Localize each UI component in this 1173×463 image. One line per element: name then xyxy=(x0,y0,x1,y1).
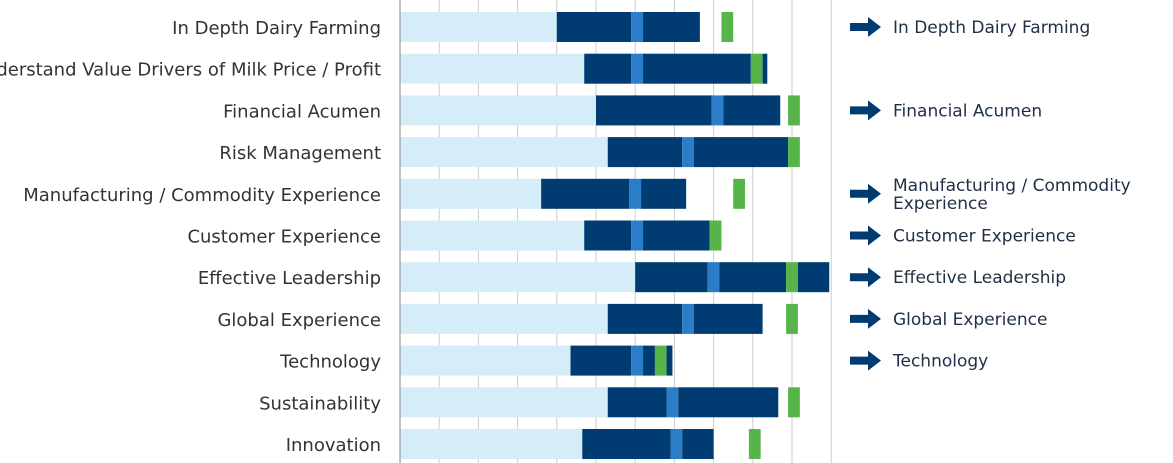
bar-segment-blue xyxy=(631,345,644,376)
bar-segment-dark xyxy=(643,220,710,251)
legend-arrow-icon xyxy=(850,308,881,329)
bar-segment-dark xyxy=(682,429,714,459)
bar-segment-dark xyxy=(643,53,751,84)
category-label: In Depth Dairy Farming xyxy=(172,18,381,39)
category-label: Risk Management xyxy=(219,143,381,164)
legend-label: Customer Experience xyxy=(893,227,1076,247)
legend-label: Technology xyxy=(892,352,988,372)
bar-segment-blue xyxy=(666,387,679,418)
category-label: Sustainability xyxy=(259,393,381,414)
bar-segment-light xyxy=(400,345,571,376)
category-label: Effective Leadership xyxy=(198,268,381,289)
legend-arrow-icon xyxy=(850,17,881,37)
bar-segment-dark xyxy=(694,303,763,334)
bar-segment-blue xyxy=(631,53,644,84)
bar-segment-light xyxy=(400,95,596,126)
bar-marker-green xyxy=(788,95,800,126)
bar-segment-dark xyxy=(570,345,632,376)
bar-segment-dark xyxy=(607,303,683,334)
legend-arrow-icon xyxy=(850,267,881,288)
bar-segment-blue xyxy=(682,303,694,334)
bar-segment-dark xyxy=(607,137,683,168)
bar-marker-green xyxy=(750,53,763,84)
legend-arrow-icon xyxy=(850,350,881,371)
bar-segment-light xyxy=(400,137,608,168)
bar-segment-blue xyxy=(670,429,683,459)
category-label: Financial Acumen xyxy=(223,101,381,122)
legend-label: Experience xyxy=(893,194,988,214)
bar-segment-blue xyxy=(711,95,724,126)
bar-segment-dark xyxy=(643,12,700,42)
bar-segment-blue xyxy=(682,137,694,168)
bar-segment-dark-tail xyxy=(762,53,768,84)
bar-segment-light xyxy=(400,53,585,84)
bar-marker-green xyxy=(786,262,798,293)
bar-segment-dark xyxy=(541,178,630,209)
bar-marker-green xyxy=(709,220,722,251)
bar-segment-dark xyxy=(635,262,708,293)
bar-segment-blue xyxy=(631,12,644,42)
bar-segment-dark xyxy=(641,178,687,209)
legend-arrow-icon xyxy=(850,100,881,121)
bar-segment-light xyxy=(400,220,585,251)
legend-arrow-icon xyxy=(850,225,881,246)
bar-segment-dark-tail xyxy=(797,262,830,293)
bar-segment-blue xyxy=(631,220,644,251)
legend-label: Financial Acumen xyxy=(893,101,1042,121)
bar-marker-green xyxy=(748,429,761,459)
bar-segment-blue xyxy=(707,262,720,293)
category-label: Customer Experience xyxy=(187,227,381,248)
bar-marker-green xyxy=(654,345,667,376)
legend-label: In Depth Dairy Farming xyxy=(893,18,1090,38)
category-label: Global Experience xyxy=(217,310,381,331)
bar-segment-dark xyxy=(556,12,632,42)
legend-arrow-icon xyxy=(850,183,881,204)
category-label: Understand Value Drivers of Milk Price /… xyxy=(0,60,381,81)
bar-segment-dark xyxy=(596,95,712,126)
bar-segment-dark-tail xyxy=(666,345,673,376)
bar-segment-dark xyxy=(584,220,632,251)
bar-marker-green xyxy=(788,387,800,418)
bar-segment-dark xyxy=(719,262,787,293)
bar-segment-light xyxy=(400,262,636,293)
bar-segment-light xyxy=(400,303,608,334)
bar-segment-dark xyxy=(584,53,632,84)
bar-segment-dark xyxy=(723,95,781,126)
bar-marker-green xyxy=(786,303,798,334)
bar-segment-light xyxy=(400,12,557,42)
bar-marker-green xyxy=(788,137,800,168)
bar-segment-dark xyxy=(694,137,789,168)
category-label: Technology xyxy=(279,352,381,373)
bar-segment-dark xyxy=(607,387,667,418)
bar-segment-light xyxy=(400,178,542,209)
bar-segment-dark xyxy=(582,429,671,459)
bar-segment-light xyxy=(400,429,583,459)
category-label: Manufacturing / Commodity Experience xyxy=(23,185,381,206)
bar-segment-blue xyxy=(629,178,642,209)
bar-marker-green xyxy=(733,178,745,209)
legend-label: Manufacturing / Commodity xyxy=(893,176,1131,196)
legend-label: Global Experience xyxy=(893,310,1047,330)
bar-segment-dark xyxy=(643,345,657,376)
legend-label: Effective Leadership xyxy=(893,268,1066,288)
bar-segment-dark xyxy=(678,387,779,418)
bar-segment-light xyxy=(400,387,608,418)
category-label: Innovation xyxy=(286,435,381,456)
bar-marker-green xyxy=(721,12,734,42)
